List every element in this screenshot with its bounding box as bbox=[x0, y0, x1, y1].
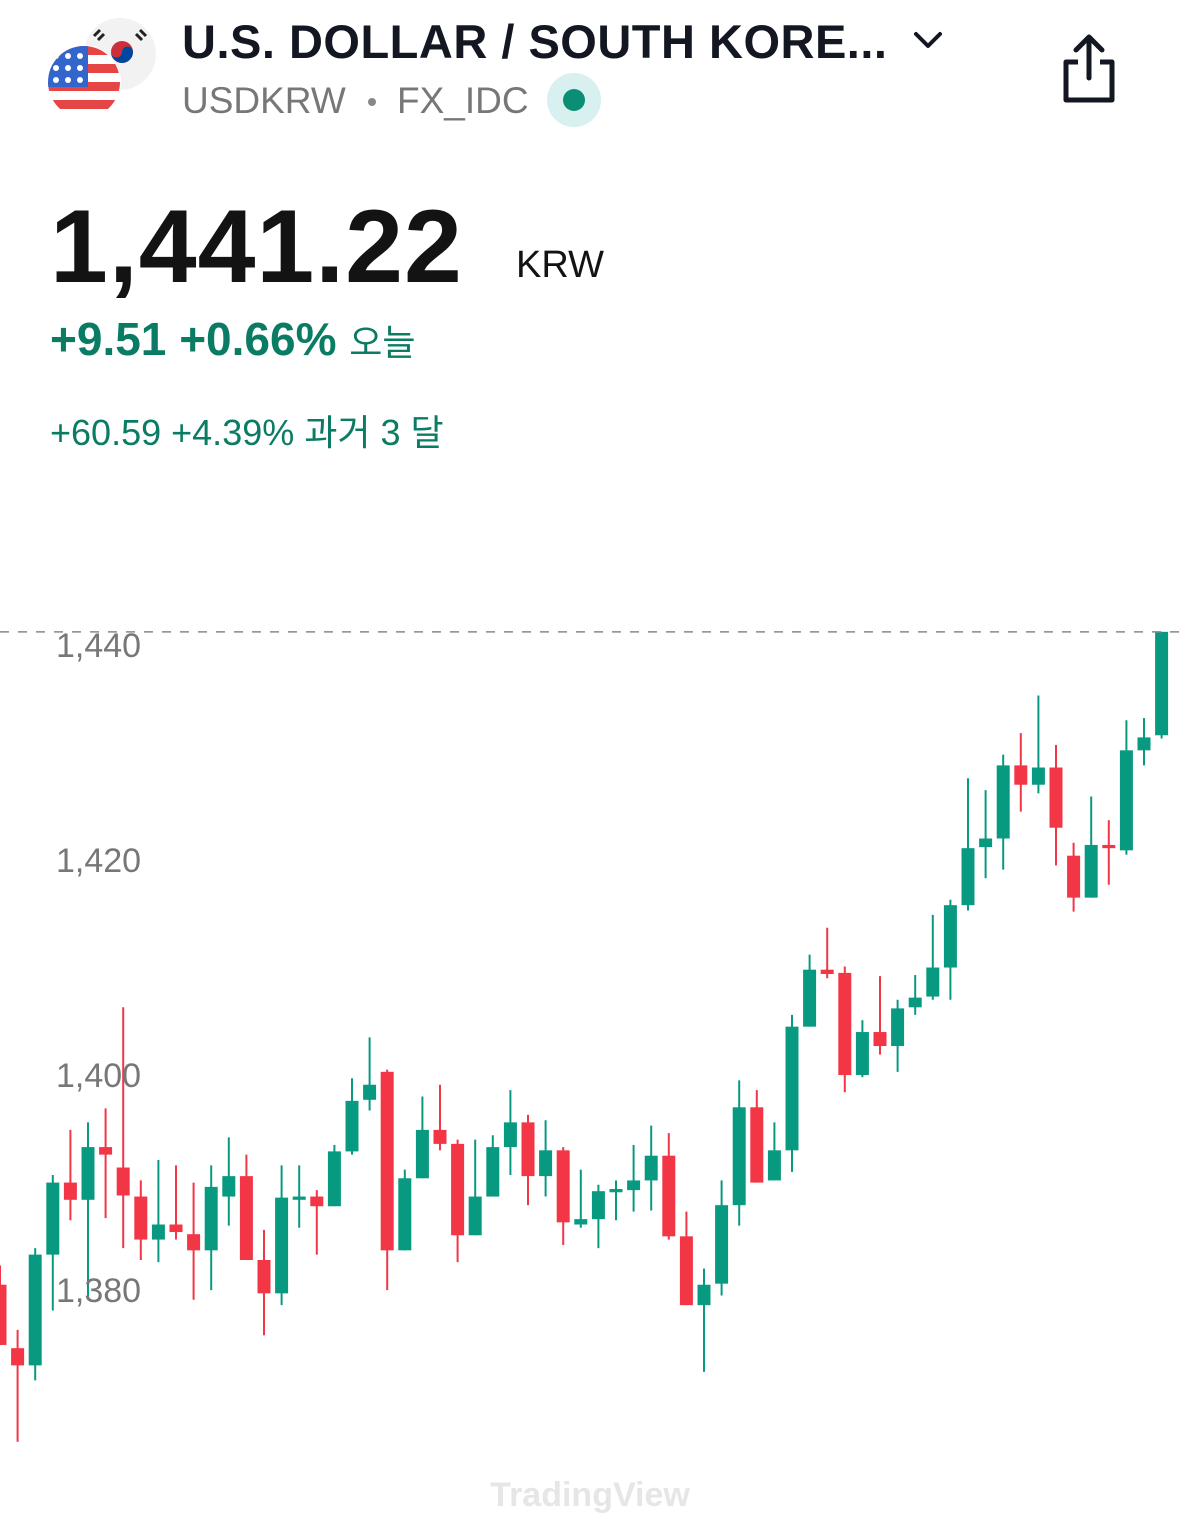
candle-body bbox=[187, 1234, 201, 1251]
candle-body bbox=[1119, 750, 1133, 851]
candle-body bbox=[451, 1143, 465, 1236]
candle-body bbox=[222, 1176, 236, 1197]
market-status[interactable] bbox=[546, 72, 602, 128]
exchange: FX_IDC bbox=[397, 80, 529, 121]
candle-body bbox=[134, 1196, 148, 1240]
candle-body bbox=[363, 1084, 377, 1100]
candle-body bbox=[644, 1155, 658, 1181]
candle-body bbox=[996, 765, 1010, 839]
candle-body bbox=[1084, 844, 1098, 898]
dropdown-chevron[interactable] bbox=[912, 28, 944, 52]
currency-flags bbox=[47, 18, 156, 119]
separator-dot bbox=[368, 98, 376, 106]
daily-change: +9.51 +0.66% 오늘 bbox=[50, 312, 416, 366]
flag-part bbox=[111, 46, 133, 63]
symbol-title[interactable]: U.S. DOLLAR / SOUTH KORE... bbox=[182, 15, 888, 68]
candle-body bbox=[380, 1071, 394, 1251]
candle-body bbox=[803, 969, 817, 1027]
candle-body bbox=[574, 1219, 588, 1225]
candle-body bbox=[169, 1224, 183, 1233]
candle-body bbox=[521, 1122, 535, 1177]
candle-body bbox=[239, 1176, 253, 1260]
candle-body bbox=[81, 1147, 95, 1200]
candle-body bbox=[697, 1284, 711, 1306]
y-tick-label: 1,400 bbox=[56, 1057, 141, 1095]
candle-body bbox=[979, 838, 993, 848]
candle-body bbox=[838, 972, 852, 1076]
period-label: 오늘 bbox=[349, 322, 416, 363]
candle-body bbox=[46, 1182, 60, 1255]
candle-body bbox=[750, 1107, 764, 1183]
candle-body bbox=[1014, 765, 1028, 785]
share-button[interactable] bbox=[1058, 34, 1120, 106]
candle-body bbox=[1155, 631, 1169, 736]
candle-body bbox=[327, 1151, 341, 1207]
change: +60.59 bbox=[50, 412, 162, 453]
period-change: +60.59 +4.39% 과거 3 달 bbox=[50, 404, 444, 456]
candle-body bbox=[1137, 737, 1151, 751]
candle-body bbox=[257, 1260, 271, 1294]
candle-body bbox=[292, 1196, 306, 1200]
candle-body bbox=[503, 1122, 517, 1148]
change: +9.51 bbox=[50, 313, 167, 365]
candle-body bbox=[539, 1150, 553, 1177]
candle-body bbox=[0, 1284, 7, 1345]
y-tick-label: 1,380 bbox=[56, 1272, 141, 1310]
candle-body bbox=[1102, 844, 1116, 849]
y-tick-label: 1,440 bbox=[56, 627, 141, 665]
flag-part bbox=[48, 46, 120, 118]
candle-body bbox=[926, 967, 940, 997]
candle-body bbox=[961, 848, 975, 906]
candle-body bbox=[556, 1150, 570, 1223]
candle-body bbox=[1067, 855, 1081, 898]
flag-part bbox=[92, 28, 148, 42]
candle-body bbox=[486, 1147, 500, 1197]
candle-body bbox=[415, 1129, 429, 1179]
candle-body bbox=[11, 1348, 25, 1366]
candle-body bbox=[715, 1205, 729, 1284]
candle-body bbox=[820, 969, 834, 974]
ticker: USDKRW bbox=[182, 80, 346, 121]
candle-body bbox=[116, 1167, 130, 1196]
watermark: TradingView bbox=[490, 1476, 690, 1514]
change-percent: +0.66% bbox=[179, 313, 337, 365]
candle-body bbox=[28, 1254, 42, 1366]
candle-body bbox=[468, 1196, 482, 1236]
candle-body bbox=[785, 1026, 799, 1151]
candle-body bbox=[99, 1147, 113, 1155]
candle-body bbox=[310, 1196, 324, 1207]
candle-body bbox=[679, 1236, 693, 1306]
period-label: 과거 3 달 bbox=[304, 412, 444, 453]
candle-body bbox=[943, 905, 957, 968]
candle-body bbox=[398, 1178, 412, 1251]
candle-body bbox=[767, 1150, 781, 1181]
y-tick-label: 1,420 bbox=[56, 842, 141, 880]
candle-body bbox=[591, 1191, 605, 1220]
candle-body bbox=[63, 1182, 77, 1200]
candle-body bbox=[433, 1129, 447, 1144]
candle-body bbox=[908, 997, 922, 1008]
candle-body bbox=[1049, 767, 1063, 828]
change-percent: +4.39% bbox=[171, 412, 295, 453]
last-price: 1,441.22 bbox=[50, 189, 463, 305]
candle-body bbox=[345, 1100, 359, 1152]
candle-body bbox=[627, 1180, 641, 1191]
candle-body bbox=[891, 1008, 905, 1047]
candle-body bbox=[151, 1224, 165, 1240]
candle-body bbox=[662, 1155, 676, 1237]
currency: KRW bbox=[516, 244, 604, 286]
candle-body bbox=[873, 1032, 887, 1047]
candle-body bbox=[275, 1197, 289, 1294]
candle-body bbox=[855, 1032, 869, 1076]
candle-body bbox=[609, 1189, 623, 1193]
candle-body bbox=[204, 1186, 218, 1251]
candle-body bbox=[1031, 767, 1045, 785]
candle-body bbox=[732, 1107, 746, 1206]
